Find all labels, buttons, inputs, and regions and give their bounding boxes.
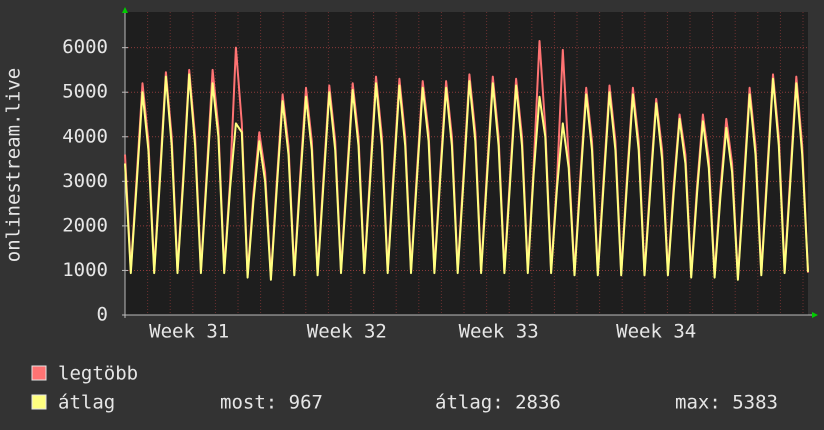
legend-label: átlag — [58, 392, 115, 414]
x-tick-label: Week 33 — [459, 321, 539, 343]
y-tick-label: 4000 — [62, 125, 108, 147]
x-tick-label: Week 32 — [307, 321, 387, 343]
stat-now: most: 967 — [220, 392, 323, 414]
axis-arrow — [122, 7, 128, 13]
series-line — [124, 73, 809, 281]
y-axis-label: onlinestream.live — [3, 68, 25, 262]
plot-area — [125, 12, 808, 315]
y-tick-label: 0 — [97, 304, 108, 326]
stat-max: max: 5383 — [675, 392, 778, 414]
stat-average: átlag: 2836 — [435, 392, 561, 414]
legend-label: legtöbb — [58, 363, 138, 385]
y-tick-label: 5000 — [62, 81, 108, 103]
y-tick-label: 3000 — [62, 170, 108, 192]
x-tick-label: Week 34 — [616, 321, 696, 343]
legend-swatch — [31, 394, 47, 410]
y-tick-label: 6000 — [62, 36, 108, 58]
y-tick-label: 1000 — [62, 259, 108, 281]
axis-arrow — [812, 312, 818, 318]
legend-swatch — [31, 365, 47, 381]
y-tick-label: 2000 — [62, 214, 108, 236]
x-tick-label: Week 31 — [149, 321, 229, 343]
